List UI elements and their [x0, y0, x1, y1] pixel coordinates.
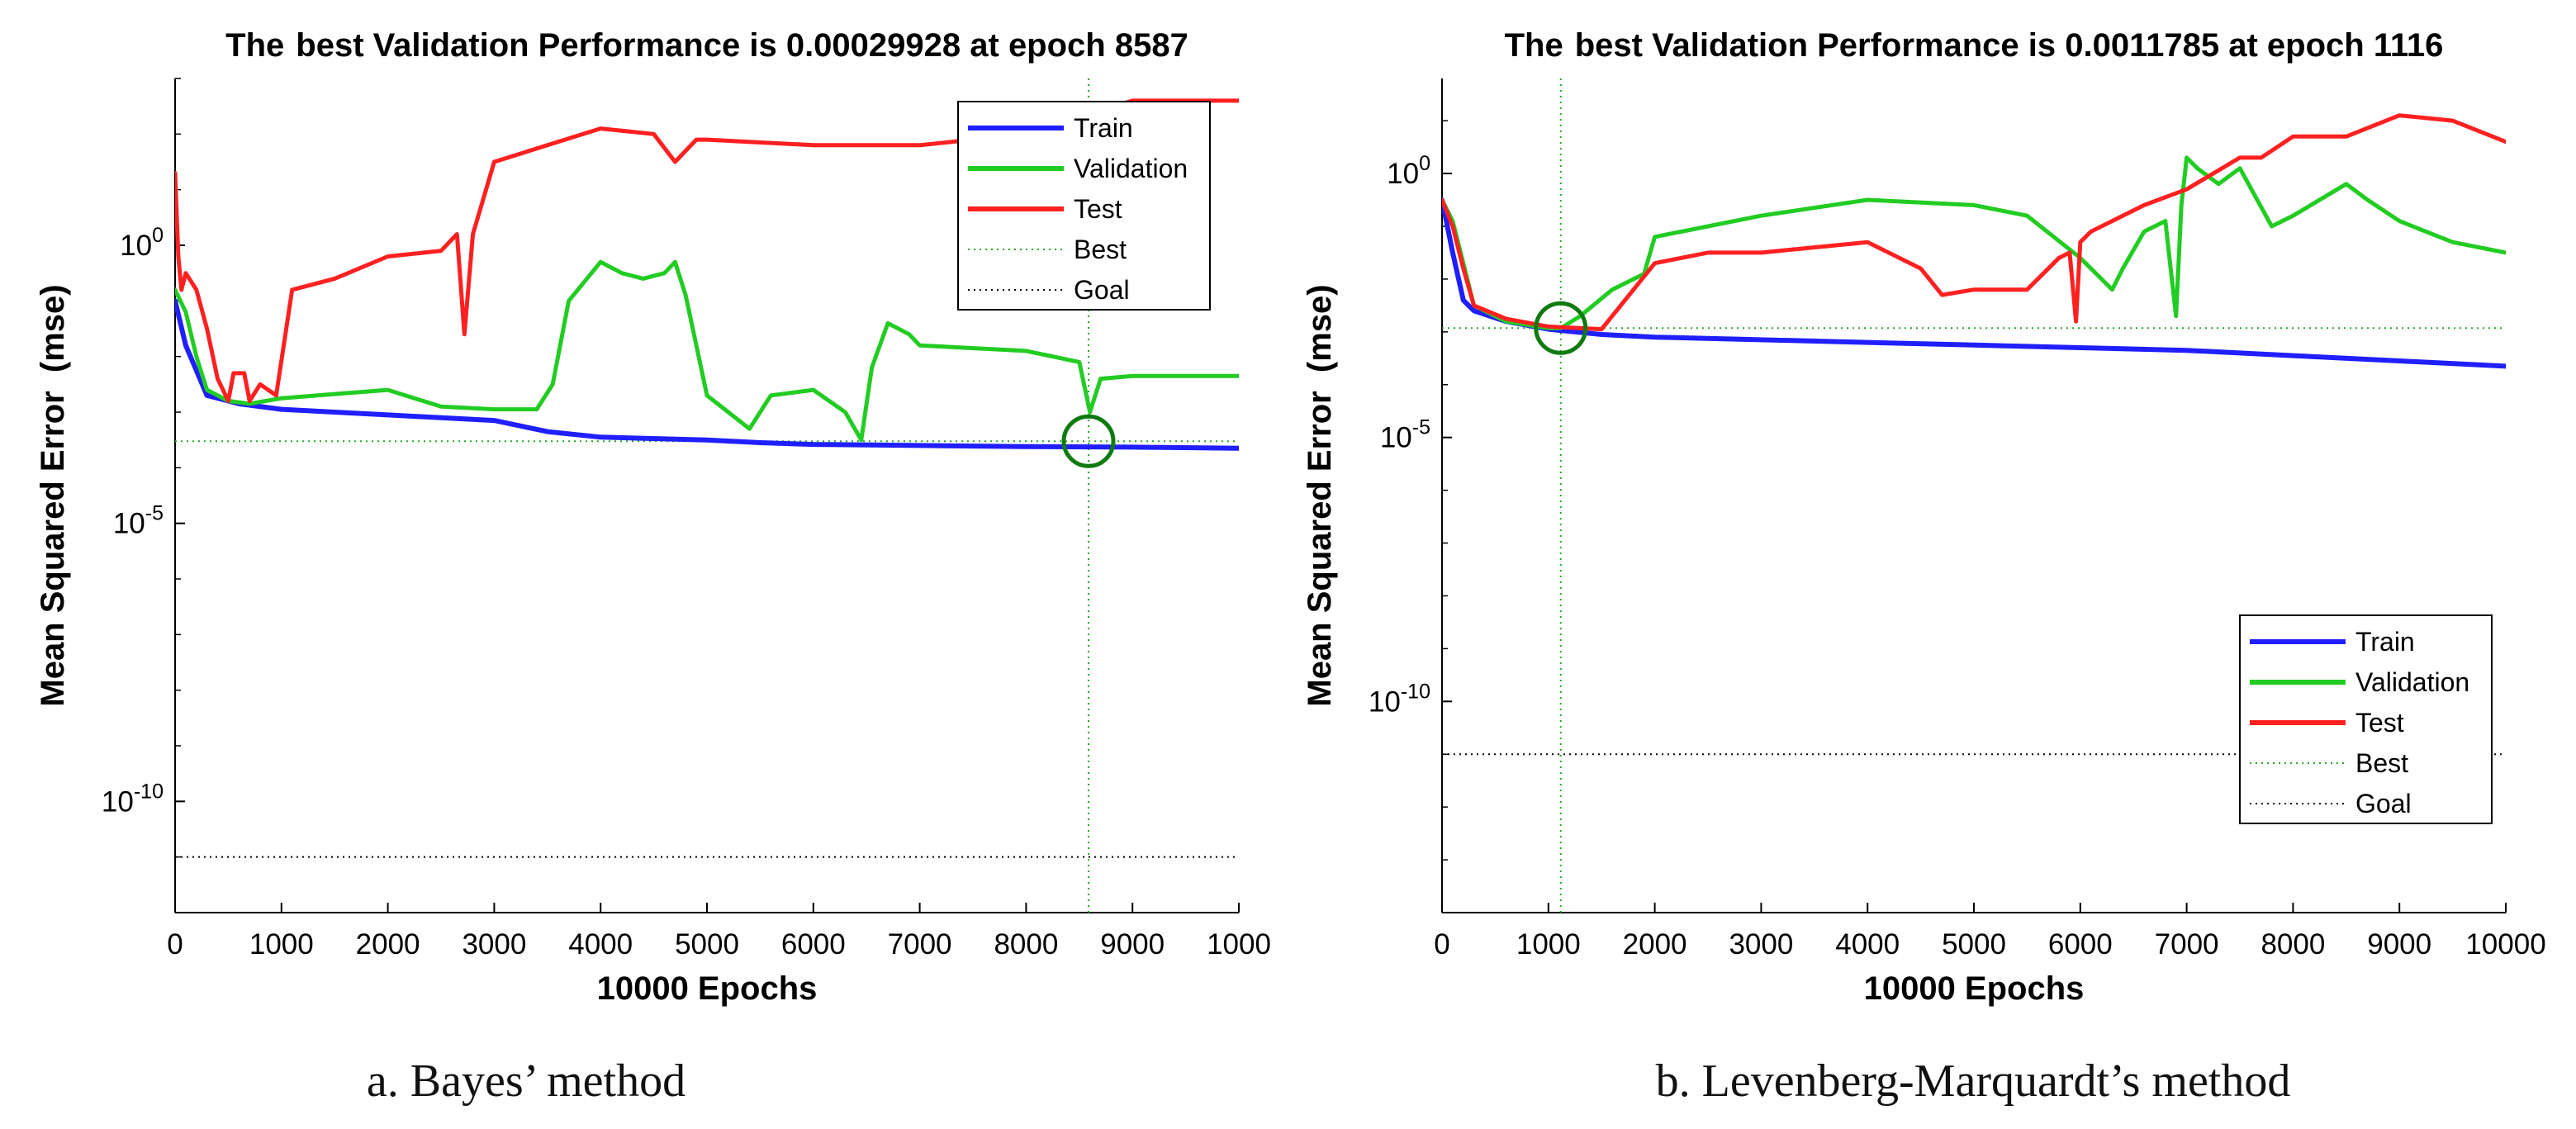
x-tick-label: 0 — [167, 928, 183, 961]
x-tick-label: 2000 — [1623, 928, 1687, 961]
y-tick-exponent: -5 — [1412, 416, 1430, 439]
y-tick-base: 10 — [120, 230, 152, 262]
series-line-train — [175, 298, 1239, 451]
x-tick-label: 2000 — [356, 928, 420, 961]
legend-label-goal: Goal — [2355, 789, 2412, 818]
series-line-test — [1442, 113, 2506, 332]
y-tick-exponent: 0 — [152, 224, 164, 247]
y-tick-label: 10-5 — [113, 502, 164, 540]
y-tick-label: 100 — [1387, 152, 1430, 190]
series-line-validation — [1442, 155, 2506, 330]
figure-caption: a. Bayes’ method — [367, 1055, 686, 1107]
x-tick-label: 3000 — [462, 928, 526, 961]
chart-panel-b: The best Validation Performance is 0.0011… — [1302, 27, 2546, 1107]
legend-label-validation: Validation — [2355, 667, 2469, 697]
x-tick-label: 3000 — [1729, 928, 1793, 961]
y-tick-base: 10 — [1380, 422, 1412, 454]
legend-label-best: Best — [2355, 748, 2408, 778]
series-line-validation — [175, 259, 1239, 443]
legend-box — [957, 101, 1211, 311]
y-tick-label: 10-10 — [1369, 680, 1430, 718]
x-tick-label: 8000 — [994, 928, 1058, 961]
y-tick-exponent: -5 — [145, 502, 164, 525]
x-tick-label: 0 — [1434, 928, 1449, 961]
best-marker-circle — [1534, 301, 1588, 355]
y-tick-exponent: -10 — [1401, 680, 1430, 703]
chart-title-prefix: The — [1505, 27, 1563, 64]
x-tick-label: 1000 — [249, 928, 314, 961]
legend-label-best: Best — [1074, 235, 1127, 264]
series-line-test — [175, 98, 1239, 403]
x-tick-label: 1000 — [1207, 928, 1271, 961]
chart-title-main: best Validation Performance is 0.0002992… — [296, 27, 1188, 64]
series-line-train — [1442, 197, 2506, 369]
x-tick-label: 4000 — [1835, 928, 1900, 961]
x-tick-label: 1000 — [1516, 928, 1581, 961]
best-marker-circle — [1061, 414, 1116, 468]
legend: Train Validation Test Best Goal — [2239, 614, 2493, 824]
y-tick-label: 10-10 — [102, 780, 164, 818]
x-tick-label: 4000 — [568, 928, 633, 961]
chart-panel-a: The best Validation Performance is 0.0002… — [35, 27, 1271, 1107]
chart-title-prefix: The — [225, 27, 284, 64]
legend-box — [2239, 614, 2493, 824]
legend: Train Validation Test Best Goal — [957, 101, 1211, 311]
chart-title-main: best Validation Performance is 0.0011785… — [1575, 27, 2444, 64]
figure-caption: b. Levenberg-Marquardt’s method — [1656, 1055, 2291, 1107]
x-tick-label: 6000 — [2048, 928, 2113, 961]
x-tick-label: 9000 — [2367, 928, 2431, 961]
y-tick-base: 10 — [1387, 158, 1419, 190]
x-tick-label: 7000 — [888, 928, 952, 961]
y-tick-exponent: -10 — [134, 780, 164, 803]
y-tick-label: 100 — [120, 224, 164, 262]
legend-label-goal: Goal — [1074, 275, 1130, 305]
x-tick-label: 9000 — [1100, 928, 1165, 961]
y-tick-label: 10-5 — [1380, 416, 1430, 454]
legend-label-test: Test — [1074, 194, 1122, 224]
x-tick-label: 10000 — [2465, 928, 2545, 961]
x-tick-label: 8000 — [2261, 928, 2325, 961]
legend-label-test: Test — [2355, 708, 2404, 738]
chart-title: The best Validation Performance is 0.0011… — [1505, 27, 2444, 64]
x-tick-label: 5000 — [1942, 928, 2006, 961]
y-tick-base: 10 — [1369, 685, 1401, 718]
legend-label-train: Train — [1074, 113, 1133, 143]
x-tick-label: 5000 — [675, 928, 739, 961]
x-axis-label: 10000 Epochs — [597, 970, 818, 1007]
y-tick-base: 10 — [102, 785, 134, 818]
y-axis-label: Mean Squared Error (mse) — [35, 284, 71, 706]
y-axis-label: Mean Squared Error (mse) — [1302, 284, 1338, 706]
x-axis-label: 10000 Epochs — [1864, 970, 2085, 1007]
y-tick-base: 10 — [113, 508, 145, 540]
x-tick-label: 7000 — [2155, 928, 2219, 961]
y-tick-exponent: 0 — [1419, 152, 1430, 175]
x-tick-label: 6000 — [781, 928, 846, 961]
legend-label-train: Train — [2355, 627, 2415, 657]
chart-title: The best Validation Performance is 0.0002… — [225, 27, 1188, 64]
legend-label-validation: Validation — [1074, 154, 1188, 183]
